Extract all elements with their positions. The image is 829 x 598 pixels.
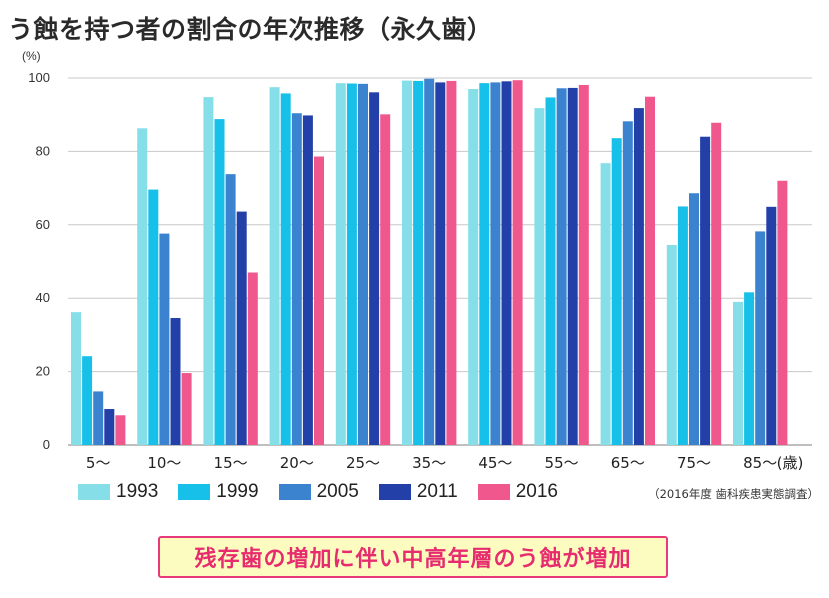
legend-item-1999: 1999 bbox=[178, 481, 259, 503]
bar-chart: 0 20 40 60 80 100 (%) 5〜 10〜 15〜 20〜 25〜 35〜 45〜 55〜 65… bbox=[22, 49, 812, 470]
bar-2005-0 bbox=[93, 391, 104, 445]
bar-1993-10 bbox=[733, 301, 743, 445]
bar-2016-6 bbox=[512, 80, 523, 446]
x-tick-label: 35〜 bbox=[412, 454, 446, 470]
bar-1999-6 bbox=[479, 83, 490, 445]
x-tick-label: 55〜 bbox=[545, 454, 579, 470]
bar-1993-2 bbox=[203, 97, 214, 446]
x-tick-label: 25〜 bbox=[346, 454, 380, 470]
x-tick-label: 75〜 bbox=[677, 454, 711, 470]
bar-2005-2 bbox=[225, 174, 236, 446]
bar-2011-2 bbox=[236, 211, 247, 445]
legend: 1993 1999 2005 2011 2016 bbox=[78, 481, 578, 503]
banner-text: 残存歯の増加に伴い中高年層のう蝕が増加 bbox=[194, 547, 632, 572]
legend-label: 2016 bbox=[515, 481, 558, 502]
bar-2016-2 bbox=[247, 272, 258, 445]
x-tick-label: 10〜 bbox=[147, 454, 181, 470]
bar-1999-8 bbox=[611, 138, 622, 446]
source-note: （2016年度 歯科疾患実態調査） bbox=[648, 487, 819, 501]
bar-1993-4 bbox=[335, 83, 346, 445]
bar-2011-4 bbox=[369, 92, 380, 446]
bar-2016-4 bbox=[380, 114, 391, 445]
chart-title: う蝕を持つ者の割合の年次推移（永久歯） bbox=[8, 15, 493, 44]
bar-1999-4 bbox=[346, 83, 357, 445]
bar-2005-8 bbox=[622, 121, 633, 445]
bar-2011-6 bbox=[501, 81, 512, 445]
legend-swatch bbox=[278, 484, 311, 500]
x-tick-label: 15〜 bbox=[214, 454, 248, 470]
bar-1993-5 bbox=[402, 80, 412, 445]
bar-2016-10 bbox=[777, 180, 788, 445]
x-axis-unit: (歳) bbox=[777, 454, 804, 470]
y-tick-label: 60 bbox=[36, 217, 50, 232]
bar-2005-9 bbox=[689, 193, 699, 445]
bar-1993-3 bbox=[269, 87, 280, 446]
bar-1999-9 bbox=[677, 206, 688, 445]
bar-2011-7 bbox=[567, 87, 578, 445]
bar-2016-9 bbox=[711, 122, 722, 446]
legend-swatch bbox=[178, 484, 211, 500]
bar-2016-0 bbox=[115, 415, 126, 445]
x-tick-label: 5〜 bbox=[86, 454, 111, 470]
bar-1993-7 bbox=[534, 108, 545, 446]
bar-1999-2 bbox=[214, 119, 225, 445]
legend-swatch bbox=[78, 484, 110, 500]
x-tick-label: 20〜 bbox=[280, 454, 314, 470]
bar-2011-0 bbox=[104, 409, 115, 445]
bar-2005-4 bbox=[358, 83, 368, 445]
legend-swatch bbox=[378, 484, 411, 500]
bar-2011-5 bbox=[435, 82, 446, 446]
bar-1993-8 bbox=[600, 163, 611, 446]
bar-1993-1 bbox=[137, 128, 148, 446]
bar-2011-1 bbox=[170, 318, 181, 445]
y-tick-label: 80 bbox=[36, 143, 50, 158]
y-tick-label: 20 bbox=[36, 364, 50, 379]
bar-2016-7 bbox=[578, 84, 589, 446]
bar-2011-3 bbox=[302, 115, 313, 446]
legend-label: 1999 bbox=[216, 481, 259, 502]
bar-2011-8 bbox=[633, 108, 644, 446]
bar-2005-1 bbox=[159, 233, 170, 445]
bar-2005-6 bbox=[490, 82, 501, 446]
bar-2016-1 bbox=[181, 373, 192, 445]
bar-2016-5 bbox=[446, 80, 457, 445]
bar-1999-1 bbox=[148, 189, 159, 445]
bar-1993-6 bbox=[468, 89, 479, 445]
bar-2005-3 bbox=[291, 113, 302, 446]
legend-label: 2011 bbox=[416, 481, 458, 502]
bar-1999-3 bbox=[280, 93, 291, 445]
bar-1999-0 bbox=[82, 356, 93, 445]
y-tick-label: 100 bbox=[28, 70, 50, 85]
bar-2005-7 bbox=[556, 88, 567, 445]
legend-item-1993: 1993 bbox=[78, 481, 158, 503]
y-tick-label: 0 bbox=[43, 437, 50, 452]
bar-1999-7 bbox=[545, 97, 556, 446]
x-tick-label: 45〜 bbox=[478, 454, 512, 470]
legend-item-2005: 2005 bbox=[278, 481, 359, 503]
x-tick-label: 65〜 bbox=[611, 454, 645, 470]
bar-2005-10 bbox=[755, 231, 766, 445]
bar-2011-10 bbox=[766, 206, 777, 445]
bar-1993-9 bbox=[666, 244, 677, 445]
y-axis-unit: (%) bbox=[22, 49, 41, 63]
legend-swatch bbox=[477, 484, 510, 500]
bar-2016-3 bbox=[314, 156, 324, 445]
y-tick-label: 40 bbox=[36, 290, 50, 305]
legend-label: 2005 bbox=[316, 481, 359, 502]
legend-item-2011: 2011 bbox=[378, 481, 458, 503]
bar-2005-5 bbox=[424, 78, 435, 445]
bar-2011-9 bbox=[700, 136, 711, 445]
legend-item-2016: 2016 bbox=[477, 481, 558, 503]
summary-banner: 残存歯の増加に伴い中高年層のう蝕が増加 bbox=[158, 536, 668, 578]
bar-1999-5 bbox=[413, 80, 424, 445]
bar-2016-8 bbox=[645, 96, 655, 445]
bar-1993-0 bbox=[71, 312, 81, 445]
legend-label: 1993 bbox=[116, 481, 159, 502]
x-tick-label: 85〜 bbox=[743, 454, 777, 470]
bar-1999-10 bbox=[744, 292, 755, 445]
